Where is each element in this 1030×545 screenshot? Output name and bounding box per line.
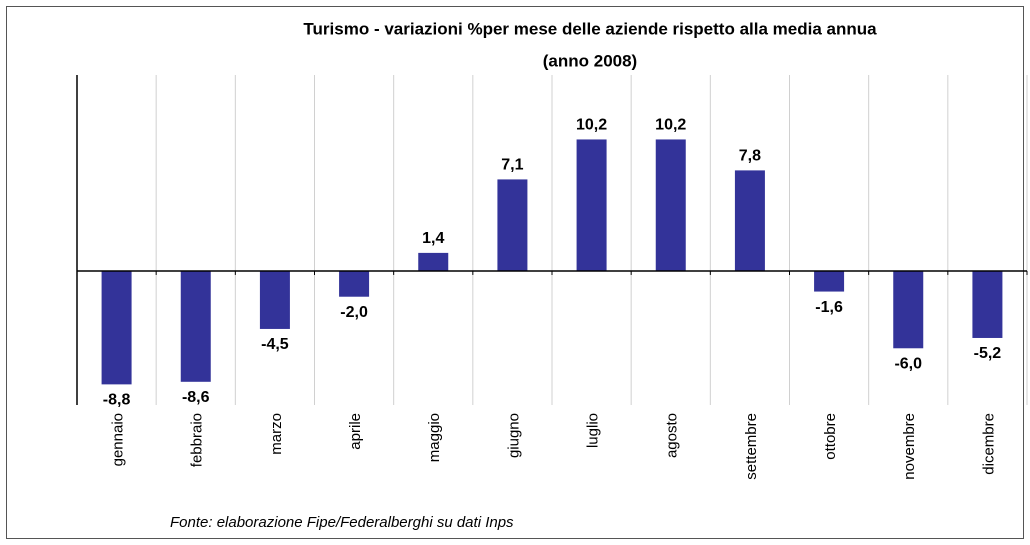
x-tick-label: giugno: [505, 413, 522, 458]
bar: [893, 270, 924, 349]
x-tick-label: novembre: [901, 413, 918, 480]
bar: [180, 270, 211, 382]
data-label: 10,2: [576, 117, 607, 134]
bar: [418, 252, 449, 271]
x-tick-label: luglio: [585, 413, 602, 448]
chart-title: Turismo - variazioni %per mese delle azi…: [303, 19, 877, 38]
data-label: 1,4: [422, 230, 444, 247]
data-label: 7,1: [501, 157, 523, 174]
bar: [497, 179, 528, 271]
bar: [101, 270, 132, 385]
x-tick-label: settembre: [743, 413, 760, 480]
source-note: Fonte: elaborazione Fipe/Federalberghi s…: [170, 514, 514, 531]
x-tick-label: ottobre: [822, 413, 839, 460]
bar: [734, 170, 765, 271]
data-label: -5,2: [974, 345, 1002, 362]
bar: [655, 139, 686, 271]
x-tick-label: agosto: [664, 413, 681, 458]
x-tick-label: febbraio: [189, 413, 206, 467]
bar: [259, 270, 290, 329]
bar: [576, 139, 607, 271]
data-label: -6,0: [894, 356, 922, 373]
chart-title: (anno 2008): [543, 51, 637, 70]
bar: [972, 270, 1003, 338]
data-label: 7,8: [739, 148, 761, 165]
data-label: -1,6: [815, 299, 843, 316]
x-tick-label: dicembre: [980, 413, 997, 475]
frame: [6, 6, 1024, 539]
data-label: -8,6: [182, 389, 210, 406]
x-tick-label: gennaio: [110, 413, 127, 466]
data-label: 10,2: [655, 117, 686, 134]
x-tick-label: aprile: [347, 413, 364, 450]
x-tick-label: marzo: [268, 413, 285, 455]
data-label: -8,8: [103, 392, 131, 409]
bar: [339, 270, 370, 297]
bar: [814, 270, 845, 292]
data-label: -2,0: [340, 304, 368, 321]
x-tick-label: maggio: [426, 413, 443, 462]
data-label: -4,5: [261, 336, 289, 353]
